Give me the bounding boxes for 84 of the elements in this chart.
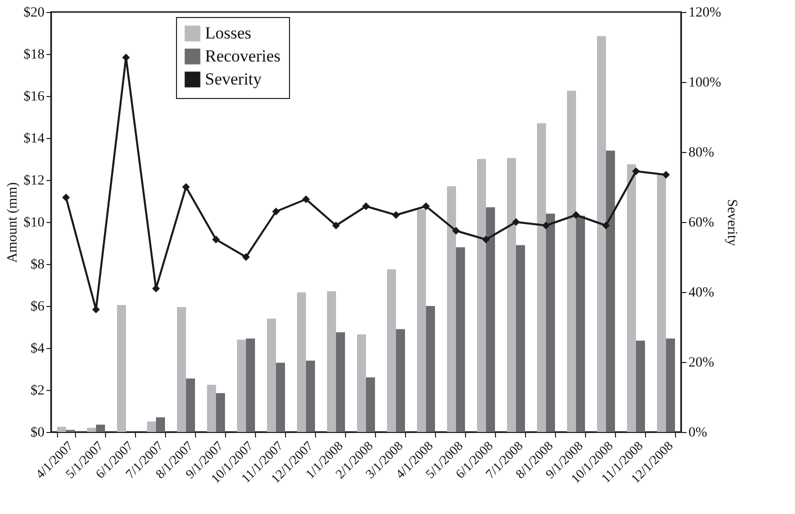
bar xyxy=(336,332,345,432)
y-tick-label: $2 xyxy=(30,384,44,398)
bar xyxy=(546,214,555,432)
y-tick-label: $18 xyxy=(24,48,44,62)
point xyxy=(242,253,250,261)
bar xyxy=(396,329,405,432)
bar xyxy=(267,318,276,432)
bar xyxy=(96,424,105,432)
legend-label: Severity xyxy=(205,70,262,88)
bar xyxy=(666,338,675,432)
point xyxy=(542,222,550,230)
point xyxy=(482,236,490,244)
point xyxy=(512,218,520,226)
bar xyxy=(156,417,165,432)
y2-tick-label: 20% xyxy=(688,356,714,370)
y-tick-label: $20 xyxy=(24,6,44,20)
bar xyxy=(147,422,156,432)
y2-tick-label: 40% xyxy=(688,286,714,300)
bar xyxy=(597,36,606,432)
point xyxy=(632,167,640,176)
point xyxy=(152,284,160,292)
y-tick-label: $4 xyxy=(30,342,44,356)
point xyxy=(452,226,460,235)
bar xyxy=(447,186,456,432)
bar xyxy=(186,378,195,432)
y-tick-label: $8 xyxy=(30,258,44,272)
bar xyxy=(237,340,246,432)
bar xyxy=(297,292,306,432)
bar xyxy=(207,384,216,432)
point xyxy=(122,54,130,62)
y2-tick-label: 100% xyxy=(688,76,722,90)
bar xyxy=(417,209,426,432)
bar xyxy=(606,150,615,432)
bar xyxy=(246,338,255,432)
y-tick-label: $0 xyxy=(30,426,44,440)
y2-tick-label: 60% xyxy=(688,216,714,230)
point xyxy=(272,208,280,216)
y-tick-label: $16 xyxy=(24,90,44,104)
bar xyxy=(366,377,375,432)
point xyxy=(602,222,610,230)
y-axis-title: Amount (mm) xyxy=(6,182,20,263)
y-tick-label: $6 xyxy=(30,300,44,314)
y2-axis-title: Severity xyxy=(724,199,740,246)
bar xyxy=(456,247,465,432)
bar xyxy=(327,291,336,432)
bar xyxy=(627,164,636,432)
y-tick-label: $10 xyxy=(24,216,44,230)
point xyxy=(662,170,670,179)
point xyxy=(332,222,340,230)
point xyxy=(362,202,370,210)
bar xyxy=(87,428,96,432)
y-tick-label: $12 xyxy=(24,174,44,188)
point xyxy=(92,306,100,314)
point xyxy=(392,211,400,219)
bar xyxy=(276,362,285,432)
y2-tick-label: 80% xyxy=(688,146,714,160)
legend-label: Losses xyxy=(205,24,252,42)
bar xyxy=(426,306,435,432)
point xyxy=(212,236,220,244)
bar xyxy=(477,159,486,432)
bar xyxy=(537,123,546,432)
bar xyxy=(57,426,66,432)
bar xyxy=(357,334,366,432)
y2-tick-label: 120% xyxy=(688,6,722,20)
bar xyxy=(117,304,126,432)
bar xyxy=(306,360,315,432)
bar xyxy=(387,269,396,432)
bar xyxy=(516,245,525,432)
point xyxy=(62,194,70,202)
legend-label: Recoveries xyxy=(205,46,281,66)
point xyxy=(302,195,310,204)
bar xyxy=(567,90,576,432)
point xyxy=(182,183,190,191)
y2-tick-label: 0% xyxy=(688,426,708,440)
point xyxy=(422,202,430,210)
bar xyxy=(657,174,666,432)
bar xyxy=(636,340,645,432)
bar xyxy=(177,307,186,432)
bar xyxy=(576,216,585,432)
y-tick-label: $14 xyxy=(24,132,44,146)
point xyxy=(572,211,580,219)
bar xyxy=(216,393,225,432)
bar xyxy=(507,158,516,432)
bar xyxy=(486,207,495,432)
